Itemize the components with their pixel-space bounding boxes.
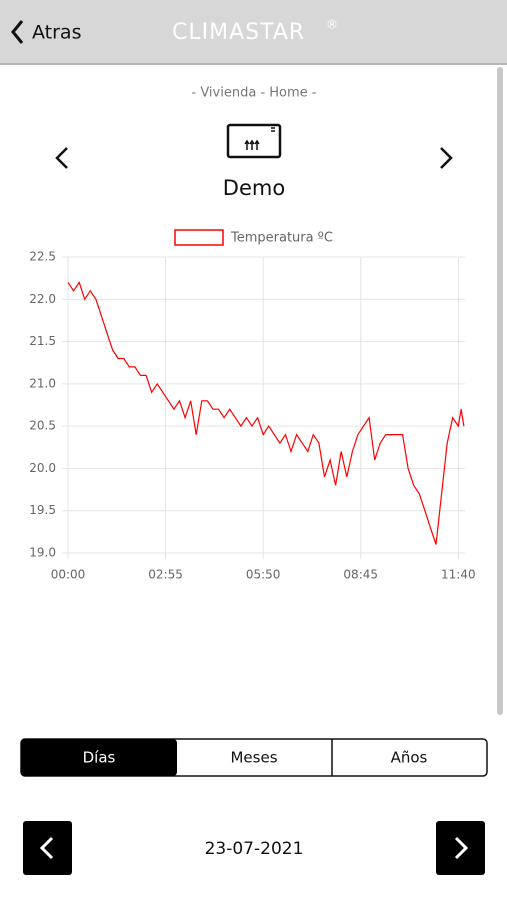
legend-label: Temperatura ºC — [230, 231, 333, 246]
back-label: Atras — [32, 22, 81, 44]
y-tick-label: 20.5 — [29, 419, 56, 433]
legend-swatch — [174, 229, 224, 246]
back-button[interactable]: Atras — [11, 20, 81, 44]
brand: CLIMASTAR — [172, 20, 305, 45]
line-series — [67, 281, 465, 545]
y-tick-label: 19.5 — [29, 503, 56, 517]
x-tick-label: 08:45 — [343, 568, 378, 582]
date: 23-07-2021 — [205, 839, 304, 859]
y-tick-label: 21.5 — [29, 334, 56, 348]
tab[interactable]: Días — [83, 749, 116, 767]
back-icon — [11, 20, 24, 44]
device-name: Demo — [223, 176, 285, 200]
y-tick-label: 20.0 — [29, 461, 56, 475]
header-border — [0, 63, 507, 65]
tab-active[interactable] — [21, 739, 177, 776]
chart: 19.0 19.5 20.0 20.5 21.0 21.5 22.0 22.5 00:00 02:… — [29, 229, 476, 582]
device-icon — [226, 123, 282, 159]
tab[interactable]: Meses — [230, 749, 277, 767]
header-bar — [0, 0, 507, 63]
x-tick-label: 00:00 — [51, 568, 86, 582]
scrollbar — [497, 67, 503, 715]
y-tick-label: 21.0 — [29, 376, 56, 390]
prev-device[interactable] — [55, 147, 68, 169]
y-tick-label: 22.0 — [29, 292, 56, 306]
tab[interactable]: Años — [391, 749, 428, 767]
prev-date[interactable] — [23, 821, 72, 875]
y-tick-label: 22.5 — [29, 250, 56, 264]
tab-bar: Días Meses Años — [20, 738, 488, 777]
next-device[interactable] — [440, 147, 453, 169]
x-tick-label: 11:40 — [441, 568, 476, 582]
x-tick-label: 05:50 — [246, 568, 281, 582]
brand-mark: ® — [326, 18, 338, 32]
location: - Vivienda - Home - — [192, 86, 317, 101]
y-tick-label: 19.0 — [29, 546, 56, 560]
next-date[interactable] — [436, 821, 485, 875]
x-tick-label: 02:55 — [148, 568, 183, 582]
